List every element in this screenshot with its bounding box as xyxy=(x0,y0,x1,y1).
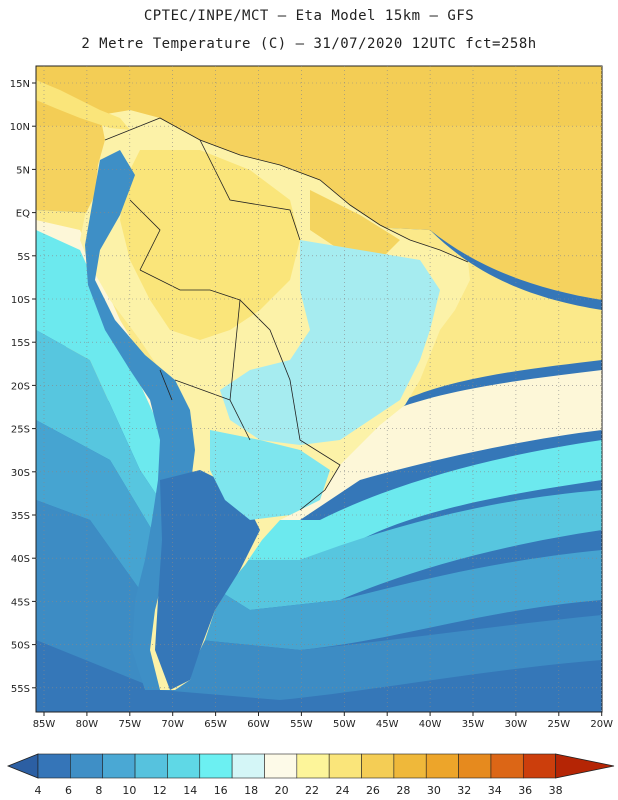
colorbar-label: 10 xyxy=(122,784,136,797)
colorbar-label: 38 xyxy=(549,784,563,797)
map-frame xyxy=(35,65,603,713)
colorbar-label: 6 xyxy=(65,784,72,797)
lat-label: 50S xyxy=(11,641,30,652)
pampa-mild xyxy=(210,430,330,520)
graticule xyxy=(32,66,603,716)
colorbar-swatch xyxy=(199,753,233,779)
lon-label: 30W xyxy=(505,719,528,730)
colorbar-label: 20 xyxy=(275,784,289,797)
lat-label: 15S xyxy=(11,338,30,349)
latitude-labels: 15N 10N 5N EQ 5S 10S 15S 20S 25S 30S 35S 40S 45S 50S 5… xyxy=(10,79,30,695)
title-line-2: 2 Metre Temperature (C) – 31/07/2020 12U… xyxy=(81,36,537,52)
borders xyxy=(104,117,469,511)
lon-label: 60W xyxy=(247,719,270,730)
colorbar-swatch xyxy=(231,753,265,779)
lon-label: 25W xyxy=(547,719,570,730)
lat-label: 35S xyxy=(11,511,30,522)
colorbar-swatch xyxy=(134,753,168,779)
lon-label: 70W xyxy=(161,719,184,730)
colorbar-swatch xyxy=(425,753,459,779)
lon-label: 55W xyxy=(290,719,313,730)
colorbar-swatch xyxy=(167,753,201,779)
lat-label: EQ xyxy=(16,209,30,220)
colorbar-label: 36 xyxy=(518,784,532,797)
lon-label: 75W xyxy=(118,719,141,730)
colorbar-swatch xyxy=(490,753,524,779)
colorbar-swatch xyxy=(393,753,427,779)
colorbar-swatch xyxy=(458,753,492,779)
lat-label: 45S xyxy=(11,597,30,608)
lat-label: 30S xyxy=(11,468,30,479)
colorbar-label: 24 xyxy=(335,784,349,797)
colorbar: 4 6 8 10 12 14 16 18 20 22 24 26 28 30 32 34 36 38 xyxy=(6,753,615,797)
colorbar-label: 28 xyxy=(396,784,410,797)
map-field xyxy=(36,66,602,712)
lat-label: 40S xyxy=(11,554,30,565)
lat-label: 15N xyxy=(10,79,30,90)
lon-label: 45W xyxy=(376,719,399,730)
lat-label: 5N xyxy=(16,165,30,176)
lat-label: 10S xyxy=(11,295,30,306)
colorbar-swatch xyxy=(361,753,395,779)
interior-warm xyxy=(120,150,300,340)
colorbar-label: 26 xyxy=(366,784,380,797)
colorbar-label: 30 xyxy=(427,784,441,797)
colorbar-label: 14 xyxy=(183,784,197,797)
colorbar-swatch xyxy=(37,753,71,779)
colorbar-label: 4 xyxy=(35,784,42,797)
lon-label: 35W xyxy=(462,719,485,730)
colorbar-swatch xyxy=(296,753,330,779)
lat-label: 55S xyxy=(11,684,30,695)
central-america-land xyxy=(36,80,130,130)
colorbar-label: 8 xyxy=(95,784,102,797)
colorbar-swatch xyxy=(264,753,298,779)
colorbar-right-arrow xyxy=(555,753,615,779)
lat-label: 20S xyxy=(11,381,30,392)
lon-label: 85W xyxy=(33,719,56,730)
lon-label: 65W xyxy=(204,719,227,730)
colorbar-left-arrow xyxy=(6,753,39,779)
title-line-1: CPTEC/INPE/MCT – Eta Model 15km – GFS xyxy=(143,8,475,24)
colorbar-swatch xyxy=(70,753,104,779)
colorbar-label: 32 xyxy=(457,784,471,797)
patagonia-cold xyxy=(155,470,260,690)
lon-label: 20W xyxy=(590,719,613,730)
colorbar-swatch xyxy=(328,753,362,779)
brazil-plateau-cool xyxy=(220,240,440,445)
colorbar-label: 18 xyxy=(244,784,258,797)
lat-label: 10N xyxy=(10,122,30,133)
colorbar-swatch xyxy=(522,753,556,779)
lon-label: 40W xyxy=(419,719,442,730)
longitude-labels: 85W 80W 75W 70W 65W 60W 55W 50W 45W 40W 35W 30W 25W 2… xyxy=(33,719,613,730)
lon-label: 50W xyxy=(333,719,356,730)
colorbar-label: 34 xyxy=(488,784,502,797)
colorbar-label: 12 xyxy=(153,784,167,797)
lat-label: 5S xyxy=(17,252,30,263)
colorbar-label: 16 xyxy=(214,784,228,797)
lon-label: 80W xyxy=(76,719,99,730)
colorbar-swatch xyxy=(102,753,136,779)
lat-label: 25S xyxy=(11,425,30,436)
interior-warm-2 xyxy=(310,190,400,260)
colorbar-label: 22 xyxy=(305,784,319,797)
